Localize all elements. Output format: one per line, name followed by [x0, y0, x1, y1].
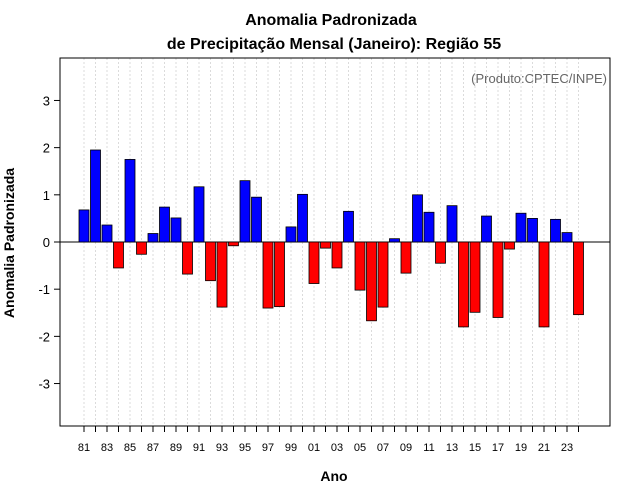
bar-23 — [561, 232, 573, 243]
bar-24 — [573, 241, 584, 316]
bar-14 — [458, 241, 469, 328]
bar-08 — [389, 238, 400, 243]
bar-88 — [159, 206, 170, 243]
x-tick-label: 21 — [538, 442, 550, 454]
bar-94 — [228, 241, 239, 247]
y-tick-label: 0 — [43, 235, 50, 250]
y-axis-label: Anomalia Padronizada — [1, 168, 17, 318]
x-tick-label: 15 — [469, 442, 481, 454]
bar-98 — [274, 241, 285, 308]
y-tick-label: 3 — [43, 93, 50, 108]
bar-92 — [205, 241, 216, 282]
bar-01 — [308, 241, 320, 284]
bar-18 — [504, 241, 515, 250]
x-tick-label: 05 — [354, 442, 366, 454]
chart-title-line1: Anomalia Padronizada — [245, 12, 417, 29]
bar-16 — [481, 215, 492, 243]
bar-09 — [400, 241, 412, 274]
bar-03 — [331, 241, 343, 269]
x-tick-label: 85 — [124, 442, 136, 454]
x-tick-label: 07 — [377, 442, 389, 454]
bar-97 — [262, 241, 274, 309]
bar-87 — [147, 233, 159, 243]
bar-06 — [366, 241, 377, 322]
bar-85 — [124, 159, 136, 243]
y-tick-label: -1 — [38, 282, 50, 297]
bar-10 — [412, 194, 423, 243]
bar-82 — [90, 149, 101, 243]
bar-11 — [423, 211, 435, 243]
x-tick-label: 23 — [561, 442, 573, 454]
x-tick-label: 97 — [262, 442, 274, 454]
y-axis: -3 -2 -1 0 1 2 3 — [38, 93, 60, 392]
y-tick-label: -3 — [38, 377, 50, 392]
bar-13 — [446, 205, 458, 243]
y-tick-label: -2 — [38, 329, 50, 344]
y-tick-label: 2 — [43, 141, 50, 156]
bar-07 — [377, 241, 389, 308]
x-tick-label: 93 — [216, 442, 228, 454]
bar-05 — [354, 241, 366, 291]
chart-title-line2: de Precipitação Mensal (Janeiro): Região… — [167, 36, 501, 53]
bar-89 — [170, 217, 182, 243]
bar-04 — [343, 210, 354, 243]
bar-81 — [78, 209, 90, 243]
x-tick-label: 99 — [285, 442, 297, 454]
bar-00 — [297, 193, 308, 243]
x-tick-label: 11 — [423, 442, 434, 454]
credit-label: (Produto:CPTEC/INPE) — [471, 71, 607, 86]
bar-93 — [216, 241, 228, 308]
bar-22 — [550, 218, 561, 243]
bar-91 — [193, 186, 205, 243]
x-tick-label: 19 — [515, 442, 527, 454]
bar-21 — [538, 241, 550, 328]
bar-86 — [136, 241, 147, 255]
x-tick-label: 95 — [239, 442, 251, 454]
x-tick-label: 89 — [170, 442, 182, 454]
bar-15 — [469, 241, 481, 313]
x-tick-label: 17 — [492, 442, 504, 454]
bar-19 — [515, 212, 527, 243]
bar-83 — [101, 224, 113, 243]
x-tick-label: 13 — [446, 442, 458, 454]
x-tick-label: 83 — [101, 442, 113, 454]
bar-90 — [182, 241, 193, 275]
bar-95 — [239, 180, 251, 243]
bar-02 — [320, 241, 331, 249]
bar-84 — [113, 241, 124, 269]
x-axis-label: Ano — [320, 468, 347, 484]
x-tick-label: 09 — [400, 442, 412, 454]
bar-17 — [492, 241, 504, 318]
x-axis: 81 83 85 87 89 91 93 95 97 99 01 03 05 07 09 11 13 15 17 19… — [78, 426, 579, 454]
y-tick-label: 1 — [43, 188, 50, 203]
x-tick-label: 91 — [193, 442, 205, 454]
bar-96 — [251, 196, 262, 243]
bars — [78, 149, 584, 328]
x-tick-label: 03 — [331, 442, 343, 454]
bar-12 — [435, 241, 446, 264]
x-tick-label: 81 — [78, 442, 90, 454]
bar-20 — [527, 218, 538, 243]
bar-99 — [285, 226, 297, 243]
x-tick-label: 01 — [308, 442, 320, 454]
x-tick-label: 87 — [147, 442, 159, 454]
